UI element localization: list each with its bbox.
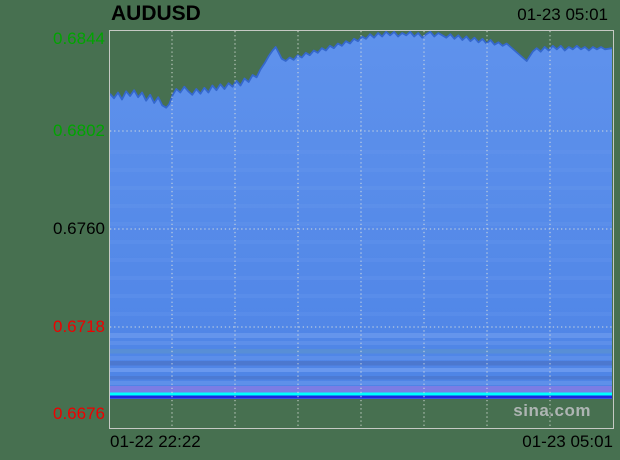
x-axis-end-label: 01-23 05:01: [522, 432, 613, 451]
chart-title: AUDUSD: [111, 2, 201, 25]
sina-watermark: sina.com: [513, 401, 591, 420]
y-tick-label: 0.6676: [53, 404, 105, 423]
y-tick-label: 0.6718: [53, 317, 105, 336]
y-tick-label: 0.6844: [53, 29, 105, 48]
last-update-timestamp: 01-23 05:01: [517, 5, 608, 24]
y-tick-label: 0.6760: [53, 219, 105, 238]
x-axis-start-label: 01-22 22:22: [110, 432, 201, 451]
y-tick-label: 0.6802: [53, 121, 105, 140]
